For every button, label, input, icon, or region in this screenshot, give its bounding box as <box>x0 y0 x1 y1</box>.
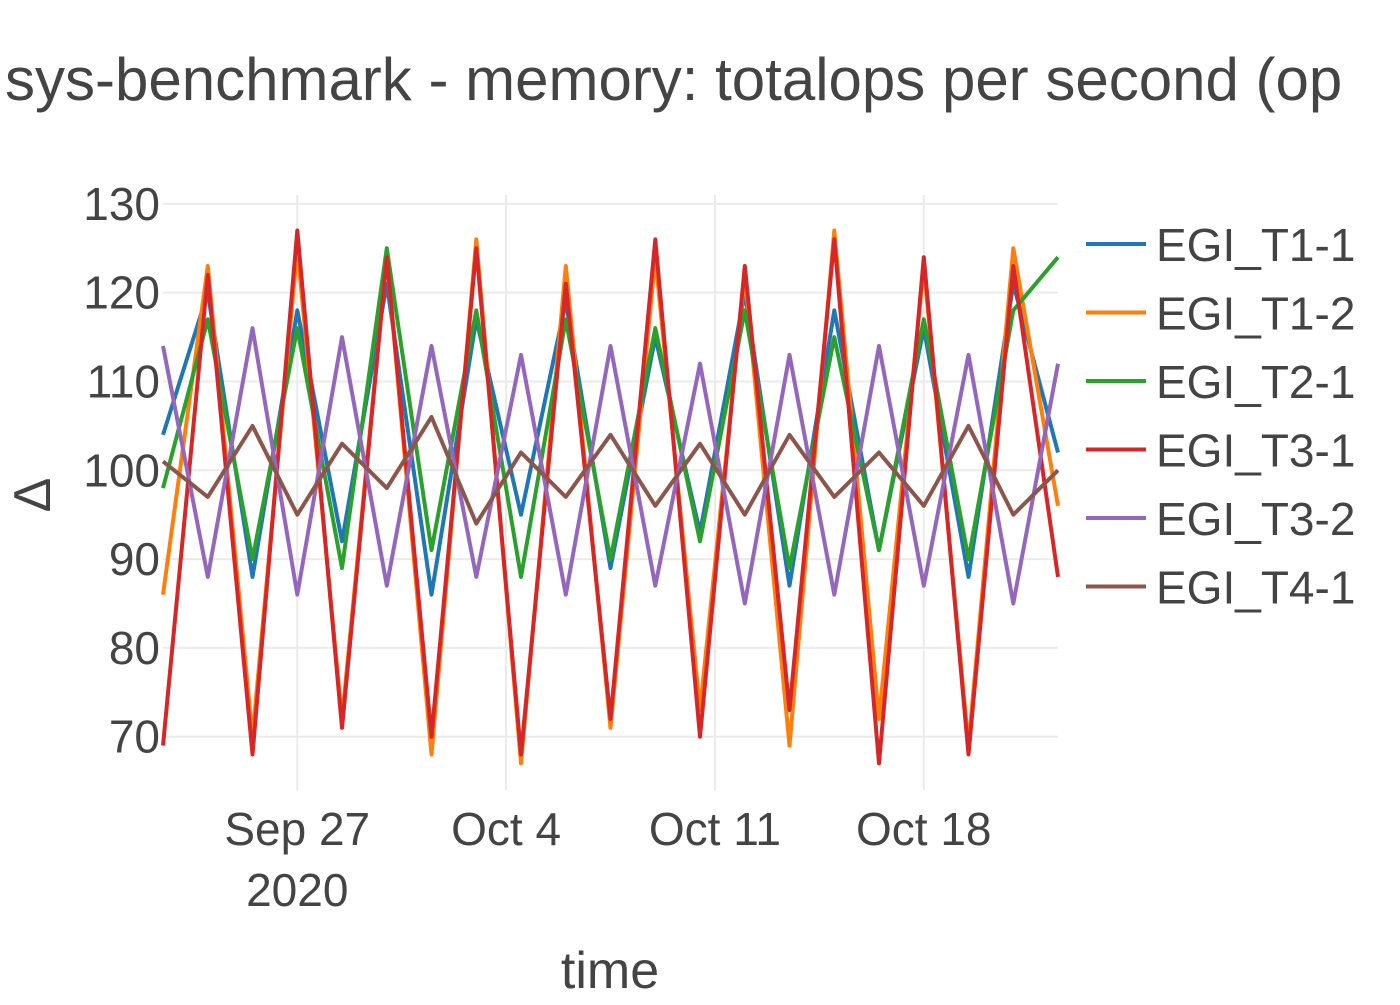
series-line-egi-t3-1 <box>161 228 1060 766</box>
x-tick-label: Oct 18 <box>856 803 992 855</box>
axis-layer: 70 80 90 100 110 120 130 Sep 27 2020 Oct 4 Oct 11 O… <box>83 178 991 916</box>
legend-label: EGI_T4-1 <box>1156 562 1355 614</box>
x-tick-label: Oct 11 <box>649 803 781 855</box>
legend-label: EGI_T1-2 <box>1156 288 1355 340</box>
series-line-egi-t4-1 <box>161 415 1060 526</box>
legend: EGI_T1-1 EGI_T1-2 EGI_T2-1 EGI_T3-1 EGI_T3-2… <box>1086 219 1355 614</box>
y-tick-label: 90 <box>109 533 160 585</box>
y-tick-label: 70 <box>109 711 160 763</box>
y-tick-label: 110 <box>87 355 160 407</box>
legend-label: EGI_T3-1 <box>1156 425 1355 477</box>
y-tick-label: 130 <box>83 178 160 230</box>
legend-label: EGI_T3-2 <box>1156 493 1355 545</box>
x-axis-title: time <box>561 942 659 1000</box>
legend-label: EGI_T2-1 <box>1156 356 1355 408</box>
y-axis-title: Δ <box>4 478 62 513</box>
x-tick-label: Oct 4 <box>451 803 561 855</box>
series-line-egi-t3-2 <box>161 326 1060 606</box>
y-tick-label: 120 <box>83 267 160 319</box>
series-layer <box>161 228 1060 766</box>
legend-label: EGI_T1-1 <box>1156 219 1355 271</box>
y-tick-label: 100 <box>83 444 160 496</box>
chart-title: sys-benchmark - memory: totalops per sec… <box>5 46 1342 113</box>
grid-layer <box>163 195 1058 790</box>
x-tick-label: Sep 27 <box>224 803 370 855</box>
y-tick-label: 80 <box>109 622 160 674</box>
x-tick-sublabel: 2020 <box>246 864 348 916</box>
